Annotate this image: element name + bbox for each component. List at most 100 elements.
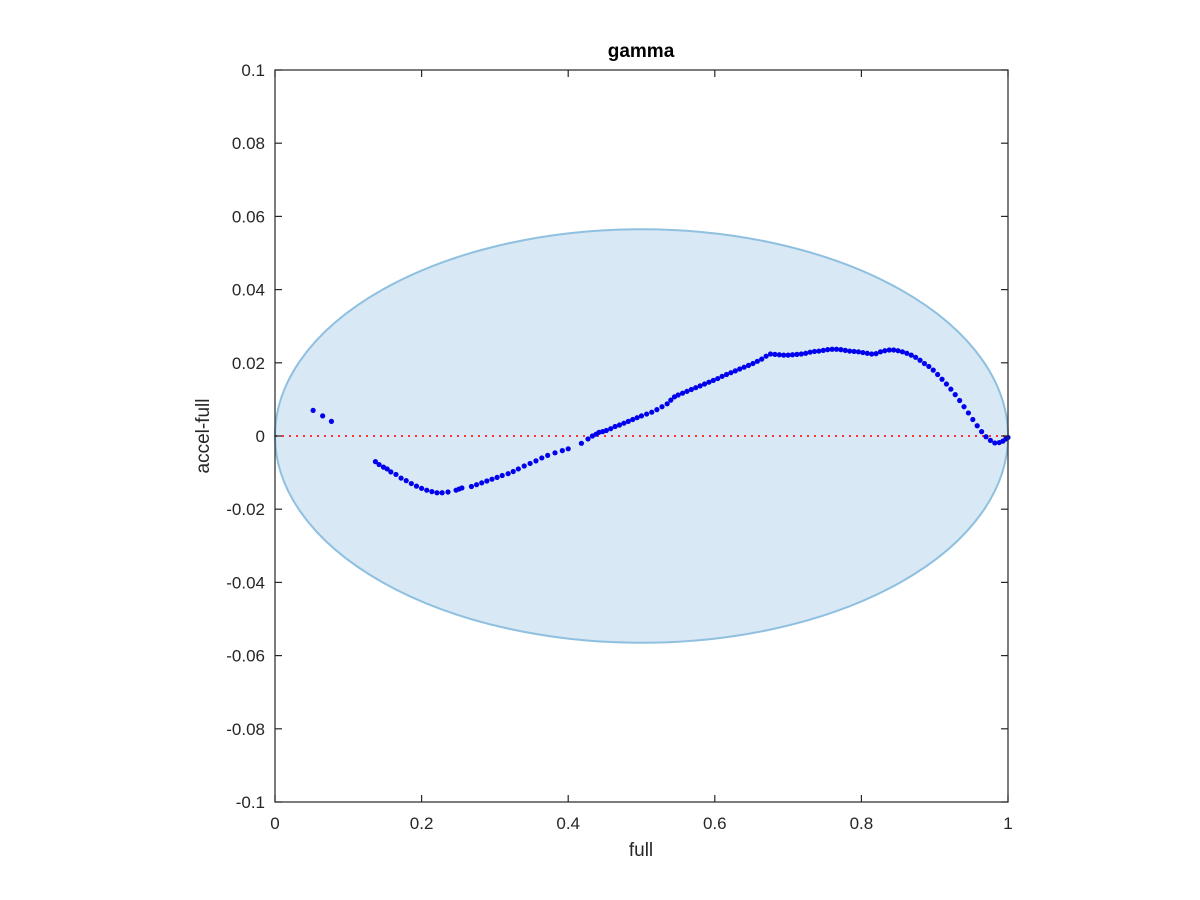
data-point <box>429 489 435 495</box>
y-axis-label: accel-full <box>193 399 214 474</box>
data-point <box>659 404 665 410</box>
data-point <box>552 450 558 456</box>
data-point <box>693 385 699 391</box>
data-point <box>679 390 686 396</box>
data-point <box>403 478 409 484</box>
chart-title: gamma <box>608 41 675 62</box>
data-point <box>499 472 505 479</box>
data-point <box>644 411 650 417</box>
data-point <box>965 410 972 416</box>
x-tick-label: 1 <box>1003 814 1012 833</box>
data-point <box>728 370 734 376</box>
data-point <box>741 364 747 370</box>
data-point <box>494 474 500 480</box>
data-point <box>833 346 840 352</box>
data-point <box>917 357 923 363</box>
data-point <box>565 446 571 452</box>
data-point <box>983 434 989 440</box>
data-point <box>811 348 818 355</box>
data-point <box>877 349 884 355</box>
data-point <box>539 455 545 461</box>
data-point <box>820 347 826 353</box>
data-point <box>895 348 901 354</box>
data-point <box>789 352 796 358</box>
data-point <box>445 489 451 495</box>
data-point <box>803 350 809 356</box>
data-point <box>732 368 738 374</box>
data-point <box>816 348 822 354</box>
data-point <box>772 351 778 357</box>
data-point <box>992 440 998 446</box>
data-point <box>886 347 892 353</box>
data-point <box>754 358 760 364</box>
data-point <box>974 423 980 429</box>
data-point <box>310 407 316 413</box>
data-point <box>904 350 910 356</box>
data-point <box>634 415 640 421</box>
data-point <box>638 413 645 419</box>
data-point <box>521 463 527 469</box>
data-point <box>419 485 425 491</box>
x-tick-label: 0.6 <box>703 814 727 833</box>
data-point <box>873 351 879 357</box>
data-point <box>785 352 791 358</box>
data-point <box>489 476 495 482</box>
data-point <box>376 461 382 468</box>
data-point <box>434 490 440 496</box>
data-point <box>781 352 787 358</box>
data-point <box>328 418 335 424</box>
data-point <box>424 487 430 493</box>
data-point <box>864 350 870 356</box>
data-point <box>372 459 379 465</box>
data-point <box>882 348 888 354</box>
data-point <box>675 392 681 398</box>
data-point <box>719 373 725 379</box>
data-point <box>654 407 660 413</box>
data-point <box>664 401 670 407</box>
x-axis-label: full <box>629 840 653 861</box>
data-point <box>807 349 813 355</box>
data-point <box>908 352 914 358</box>
data-point <box>603 427 609 434</box>
data-point <box>860 349 866 356</box>
data-point <box>829 346 835 352</box>
data-point <box>759 356 765 362</box>
data-point <box>439 490 445 496</box>
data-point <box>484 478 490 484</box>
data-point <box>745 362 752 368</box>
data-point <box>851 348 857 355</box>
data-point <box>384 466 390 472</box>
data-point <box>869 351 875 357</box>
x-tick-label: 0 <box>270 814 279 833</box>
data-point <box>855 349 862 355</box>
data-point <box>715 375 721 382</box>
data-points <box>310 346 1011 496</box>
data-point <box>970 416 976 423</box>
y-tick-label: 0 <box>256 427 265 446</box>
data-point <box>625 418 631 424</box>
data-point <box>398 475 404 481</box>
data-point <box>926 363 932 370</box>
data-point <box>527 460 533 467</box>
y-tick-label: 0.1 <box>241 61 265 80</box>
data-point <box>510 468 516 475</box>
data-point <box>767 351 774 357</box>
data-point <box>630 416 636 423</box>
data-point <box>961 404 967 410</box>
axis-labels: gamma full accel-full <box>193 41 675 861</box>
x-tick-label: 0.2 <box>410 814 434 833</box>
data-point <box>533 458 539 464</box>
data-point <box>459 485 465 491</box>
data-point <box>921 360 928 367</box>
data-point <box>688 386 694 393</box>
x-tick-label: 0.4 <box>556 814 580 833</box>
data-point <box>939 376 945 382</box>
data-point <box>468 483 475 490</box>
data-point <box>948 386 954 392</box>
data-point <box>388 469 394 475</box>
data-point <box>505 471 511 477</box>
data-point <box>413 483 420 489</box>
data-point <box>559 448 565 454</box>
data-point <box>608 426 614 432</box>
data-point <box>794 351 800 357</box>
